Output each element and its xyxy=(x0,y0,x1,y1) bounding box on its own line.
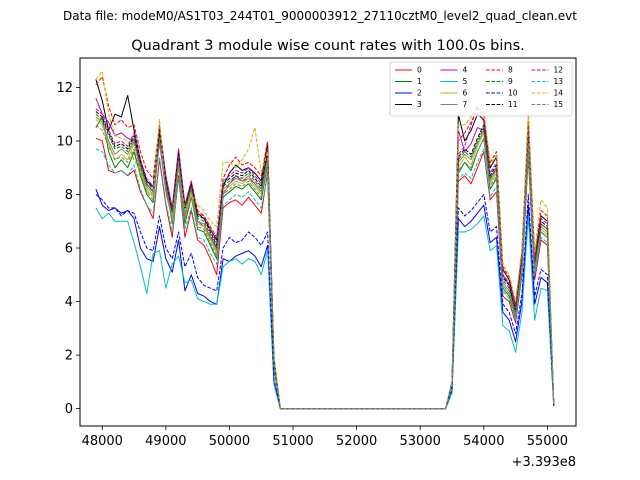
x-tick-label: 51000 xyxy=(272,434,313,449)
x-axis-offset-label: +3.393e8 xyxy=(512,455,576,470)
legend-label-0: 0 xyxy=(417,66,422,75)
x-tick-label: 48000 xyxy=(82,434,123,449)
legend-label-4: 4 xyxy=(463,66,468,75)
series-line-15 xyxy=(95,124,555,410)
x-tick-label: 54000 xyxy=(463,434,504,449)
series-layer xyxy=(95,70,555,410)
legend-label-1: 1 xyxy=(417,77,422,86)
y-tick-label: 4 xyxy=(65,295,73,310)
series-line-12 xyxy=(95,105,555,410)
legend-label-2: 2 xyxy=(417,89,422,98)
legend-label-9: 9 xyxy=(508,77,513,86)
x-tick-label: 50000 xyxy=(209,434,250,449)
x-axis: 48000 49000 50000 51000 52000 53000 54000 55000 xyxy=(82,426,568,449)
y-axis: 0 2 4 6 8 10 12 xyxy=(56,81,80,417)
legend-label-7: 7 xyxy=(463,100,468,109)
suptitle: Data file: modeM0/AS1T03_244T01_90000039… xyxy=(63,9,577,23)
legend-label-5: 5 xyxy=(463,77,468,86)
series-line-13 xyxy=(95,148,555,410)
y-tick-label: 10 xyxy=(56,134,73,149)
y-tick-label: 0 xyxy=(65,402,73,417)
plot-frame xyxy=(79,57,577,427)
y-tick-label: 6 xyxy=(65,242,73,257)
legend-label-12: 12 xyxy=(554,66,564,75)
legend-label-8: 8 xyxy=(508,66,513,75)
legend-label-14: 14 xyxy=(554,89,564,98)
legend-label-3: 3 xyxy=(417,100,422,109)
x-tick-label: 49000 xyxy=(145,434,186,449)
legend-box xyxy=(389,61,573,117)
chart-title: Quadrant 3 module wise count rates with … xyxy=(131,38,525,54)
x-tick-label: 53000 xyxy=(400,434,441,449)
y-tick-label: 12 xyxy=(56,81,73,96)
legend-label-15: 15 xyxy=(554,100,564,109)
legend-label-11: 11 xyxy=(508,100,518,109)
legend-label-10: 10 xyxy=(508,89,518,98)
legend-label-13: 13 xyxy=(554,77,564,86)
legend-label-6: 6 xyxy=(463,89,468,98)
x-tick-label: 52000 xyxy=(336,434,377,449)
y-tick-label: 8 xyxy=(65,188,73,203)
x-tick-label: 55000 xyxy=(527,434,568,449)
y-tick-label: 2 xyxy=(65,349,73,364)
